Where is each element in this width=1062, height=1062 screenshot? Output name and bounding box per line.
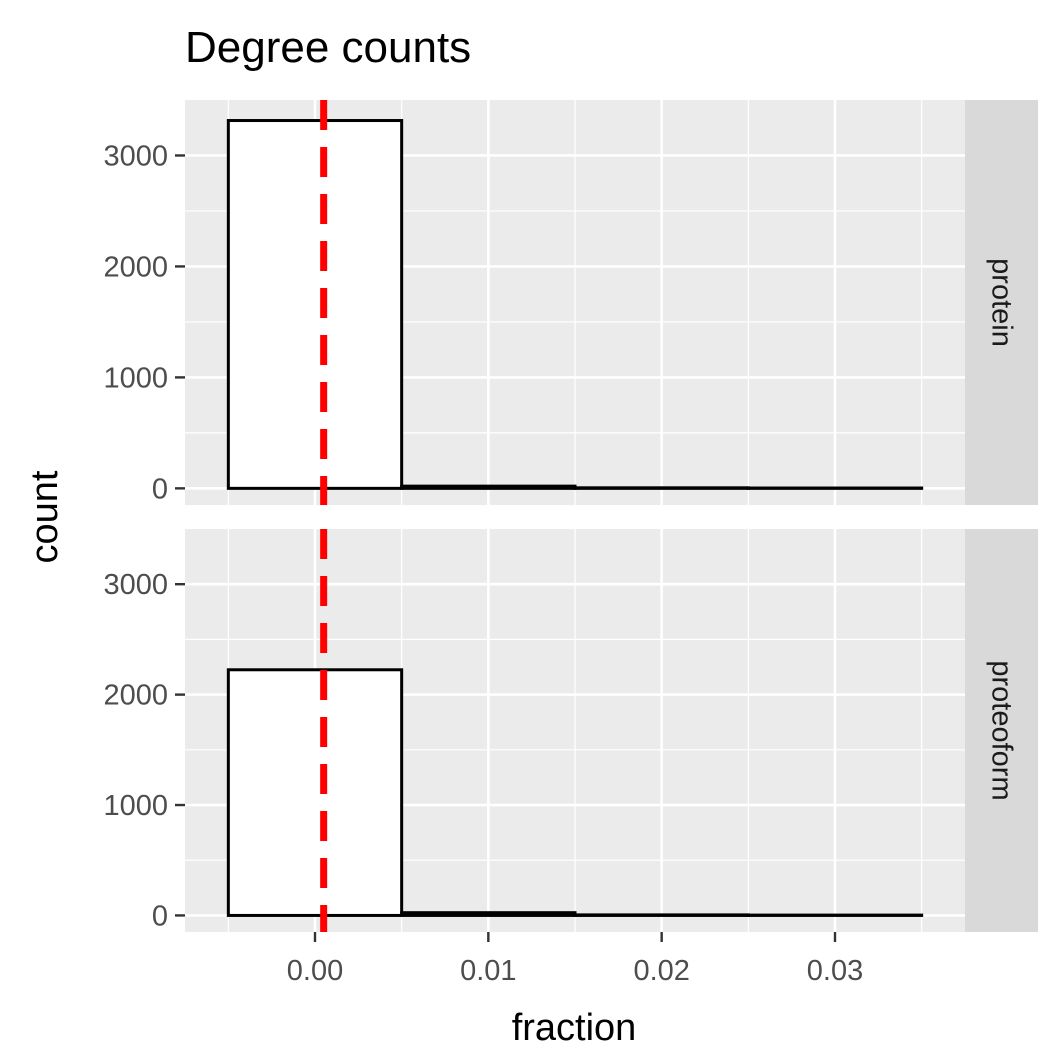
facet-strip — [965, 100, 1038, 505]
histogram-bar — [573, 486, 750, 490]
x-tick-label: 0.03 — [807, 955, 863, 987]
y-tick-label: 1000 — [103, 362, 168, 394]
facet-strip-label: protein — [986, 258, 1018, 347]
y-tick-label: 3000 — [103, 569, 168, 601]
y-tick-label: 0 — [152, 473, 168, 505]
y-axis-title: count — [24, 470, 66, 563]
x-tick-label: 0.01 — [460, 955, 516, 987]
facet-panel-proteoform: 0 1000 2000 3000 proteoform — [103, 529, 1038, 932]
facet-panel-protein: 0 1000 2000 3000 protein — [103, 100, 1038, 505]
facet-strip-label: proteoform — [986, 660, 1018, 800]
y-tick-label: 0 — [152, 900, 168, 932]
histogram-bar — [400, 484, 577, 490]
histogram-bar — [573, 913, 750, 917]
histogram-bar — [226, 668, 404, 917]
y-tick-label: 2000 — [103, 251, 168, 283]
histogram-bar — [226, 119, 404, 490]
y-tick-label: 1000 — [103, 790, 168, 822]
y-tick-label: 2000 — [103, 680, 168, 712]
y-tick-label: 3000 — [103, 140, 168, 172]
facet-strip — [965, 529, 1038, 932]
chart-title: Degree counts — [185, 23, 471, 72]
x-tick-label: 0.02 — [633, 955, 689, 987]
x-axis-title: fraction — [512, 1007, 637, 1049]
x-tick-label: 0.00 — [287, 955, 343, 987]
histogram-bar — [400, 911, 577, 917]
